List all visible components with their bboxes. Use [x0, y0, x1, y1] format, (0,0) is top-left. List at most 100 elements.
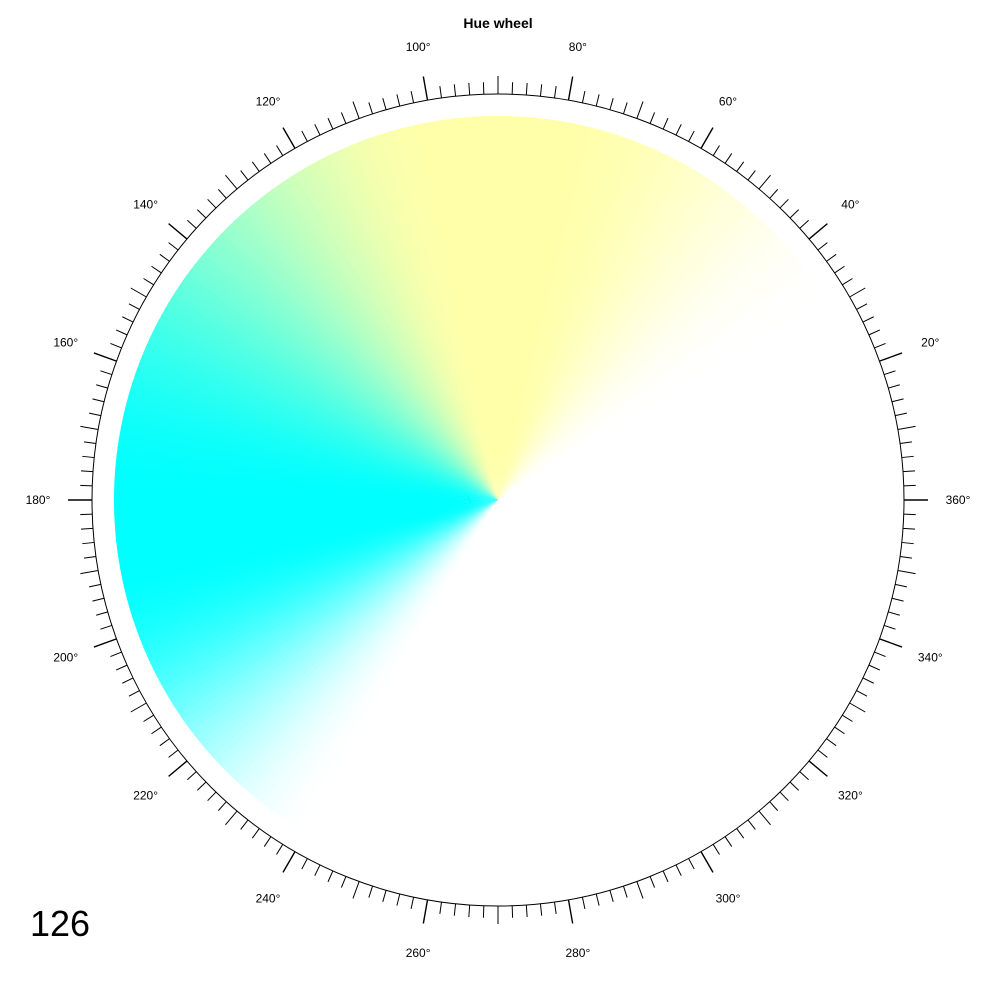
hue-wedge	[114, 473, 499, 500]
tick-mark	[159, 738, 170, 747]
tick-mark	[453, 84, 457, 97]
hue-wedge	[211, 238, 499, 501]
tick-mark	[143, 714, 154, 722]
hue-wedge	[498, 184, 724, 501]
tick-mark	[168, 242, 179, 251]
tick-mark	[649, 876, 656, 888]
tick-mark	[856, 690, 868, 697]
tick-mark	[879, 352, 903, 362]
hue-wedge	[194, 258, 499, 500]
tick-mark	[636, 101, 644, 119]
tick-mark	[856, 303, 868, 310]
hue-wedge	[298, 167, 498, 500]
tick-mark	[899, 556, 912, 559]
tick-mark	[902, 470, 916, 473]
tick-mark	[891, 398, 904, 403]
tick-mark	[100, 624, 113, 630]
hue-wedge	[254, 197, 498, 500]
hue-wedge	[172, 500, 498, 711]
tick-mark	[422, 899, 429, 924]
tick-mark	[314, 124, 321, 136]
tick-mark	[207, 198, 217, 209]
tick-mark	[196, 209, 207, 219]
hue-wedge	[179, 500, 498, 722]
tick-mark	[187, 219, 197, 229]
tick-mark	[842, 278, 853, 286]
tick-mark	[84, 441, 97, 444]
tick-mark	[368, 102, 374, 115]
tick-mark	[595, 893, 600, 906]
tick-label: 240°	[256, 891, 281, 905]
tick-mark	[888, 611, 900, 616]
tick-mark	[567, 899, 574, 924]
hue-wedge	[190, 263, 498, 500]
hue-wedge	[498, 138, 636, 501]
hue-wedge	[114, 493, 498, 503]
tick-mark	[842, 714, 853, 722]
hue-wedge	[183, 500, 498, 728]
tick-mark	[747, 170, 756, 181]
hue-wedge	[498, 151, 667, 500]
tick-mark	[897, 425, 916, 430]
tick-mark	[902, 527, 916, 530]
tick-mark	[327, 117, 334, 130]
hue-wedge	[149, 331, 498, 500]
hue-wedge	[495, 116, 505, 500]
tick-mark	[567, 76, 574, 101]
chart-title: Hue wheel	[463, 15, 532, 31]
hue-wedge	[498, 116, 519, 501]
tick-mark	[89, 583, 101, 588]
tick-label: 360°	[946, 493, 971, 507]
tick-mark	[834, 265, 845, 274]
hue-wedge	[498, 204, 750, 501]
hue-wedge	[498, 169, 702, 500]
hue-wedge	[498, 188, 730, 500]
hue-wedge	[118, 433, 499, 500]
tick-mark	[700, 851, 714, 873]
hue-wedge	[498, 278, 817, 500]
hue-wedge	[498, 166, 696, 500]
hue-wedge	[498, 130, 611, 500]
tick-mark	[340, 876, 347, 888]
hue-wedge	[498, 145, 655, 500]
tick-mark	[110, 342, 122, 349]
tick-mark	[80, 425, 99, 430]
hue-wedge	[220, 228, 498, 500]
tick-mark	[93, 352, 117, 362]
tick-mark	[609, 890, 614, 902]
hue-wedge	[498, 119, 559, 501]
hue-wedge	[283, 500, 498, 824]
tick-mark	[539, 903, 543, 916]
tick-mark	[622, 102, 628, 115]
hue-wedge	[498, 163, 690, 500]
tick-mark	[251, 828, 260, 839]
tick-mark	[799, 219, 809, 229]
tick-mark	[849, 702, 866, 713]
hue-wedge	[498, 117, 545, 501]
tick-label: 160°	[53, 336, 78, 350]
hue-wedge	[164, 302, 498, 500]
tick-mark	[688, 130, 695, 142]
hue-wedge	[498, 192, 735, 500]
hue-wedge	[498, 160, 685, 500]
hue-wedge	[498, 122, 578, 501]
hue-wedge	[498, 128, 604, 500]
hue-wedge	[498, 294, 828, 500]
hue-wedge	[124, 400, 499, 500]
hue-wedge	[498, 213, 760, 501]
hue-wedge	[141, 349, 498, 500]
hue-wedge	[215, 233, 499, 500]
tick-mark	[89, 412, 101, 417]
hue-wedge	[208, 500, 498, 759]
tick-mark	[849, 287, 866, 298]
hue-wedge	[287, 174, 498, 500]
tick-mark	[879, 638, 903, 648]
tick-mark	[554, 86, 557, 99]
tick-mark	[868, 329, 881, 336]
hue-wedge	[134, 368, 498, 500]
tick-mark	[301, 858, 308, 870]
tick-mark	[581, 91, 586, 103]
tick-mark	[895, 583, 907, 588]
hue-wedge	[498, 132, 617, 500]
hue-wedge	[115, 453, 499, 500]
